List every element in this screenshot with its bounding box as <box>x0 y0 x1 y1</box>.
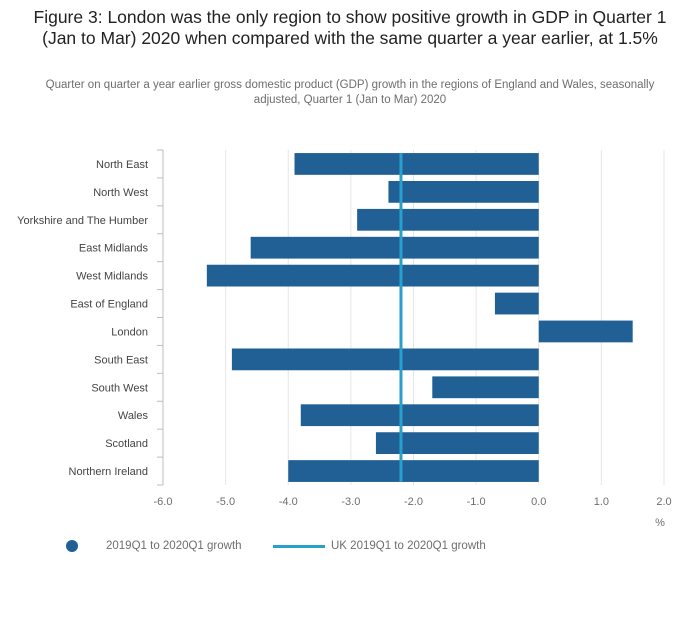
x-tick-label: -6.0 <box>154 496 173 508</box>
bar <box>494 292 539 315</box>
y-category-label: South West <box>91 382 148 394</box>
bar <box>231 348 539 371</box>
legend-line-icon <box>273 544 325 548</box>
bar <box>388 180 539 203</box>
x-tick-label: 1.0 <box>594 496 609 508</box>
x-tick-label: -4.0 <box>279 496 298 508</box>
bar <box>432 376 539 399</box>
bar <box>300 404 539 427</box>
legend-dot-icon <box>66 540 78 552</box>
y-category-label: South East <box>94 354 148 366</box>
y-category-label: Yorkshire and The Humber <box>17 215 148 227</box>
chart-subtitle: Quarter on quarter a year earlier gross … <box>45 79 655 106</box>
x-tick-label: 2.0 <box>656 496 671 508</box>
x-tick-label: 0.0 <box>531 496 546 508</box>
bar <box>250 236 539 259</box>
y-category-label: North East <box>96 159 148 171</box>
y-category-label: Wales <box>118 410 149 422</box>
y-category-label: North West <box>93 187 148 199</box>
x-tick-label: -3.0 <box>341 496 360 508</box>
x-tick-label: -2.0 <box>404 496 423 508</box>
y-category-label: East Midlands <box>79 243 149 255</box>
x-axis-unit-label: % <box>655 517 665 529</box>
legend-item-line: UK 2019Q1 to 2020Q1 growth <box>273 540 486 552</box>
y-category-label: Northern Ireland <box>69 466 149 478</box>
x-tick-label: -5.0 <box>216 496 235 508</box>
bar <box>294 153 539 175</box>
y-category-label: London <box>111 326 148 338</box>
bar <box>357 208 539 231</box>
chart-title: Figure 3: London was the only region to … <box>33 7 667 48</box>
x-tick-label: -1.0 <box>467 496 486 508</box>
y-category-label: Scotland <box>105 438 148 450</box>
y-category-label: West Midlands <box>76 271 148 283</box>
legend-label-bars: 2019Q1 to 2020Q1 growth <box>106 540 242 552</box>
y-category-label: East of England <box>70 299 148 311</box>
bar <box>288 460 539 482</box>
bar <box>206 264 539 287</box>
bar <box>538 320 633 343</box>
bar <box>375 432 539 455</box>
legend-item-bars: 2019Q1 to 2020Q1 growth <box>66 540 242 552</box>
legend-label-line: UK 2019Q1 to 2020Q1 growth <box>331 540 486 552</box>
